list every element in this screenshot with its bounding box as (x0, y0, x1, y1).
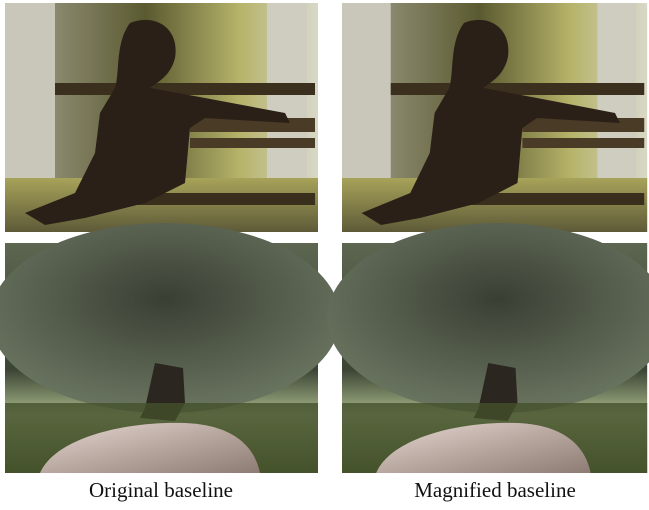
caption: Original baseline (89, 478, 233, 502)
caption: Magnified baseline (414, 478, 576, 502)
photo-statue-magnified (342, 3, 648, 232)
photo-tree-magnified (327, 223, 649, 473)
photo-statue-original (5, 3, 318, 232)
photo-tree-original (0, 223, 340, 473)
